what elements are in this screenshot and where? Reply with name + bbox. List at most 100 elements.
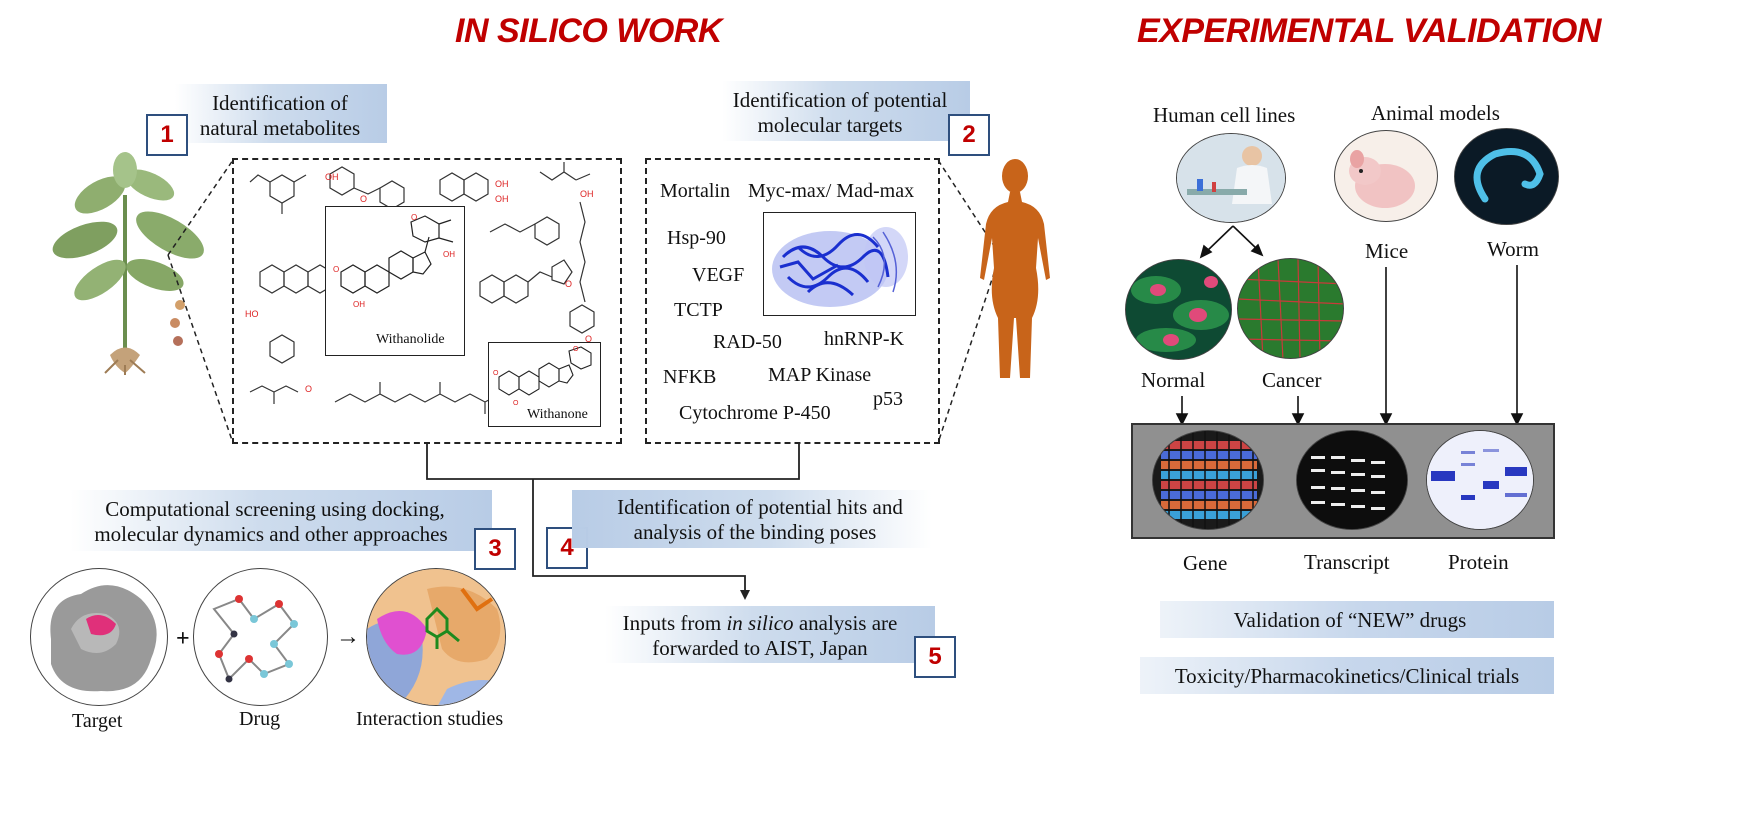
step1-line1: Identification of (212, 91, 348, 115)
step5-line1-pre: Inputs from (622, 611, 727, 635)
protein-ribbon (772, 227, 908, 307)
target-protein-circle (30, 568, 168, 706)
withanone-structure: O O O (493, 346, 592, 407)
target-label: Target (72, 710, 123, 732)
target-map-kinase: MAP Kinase (768, 364, 872, 386)
step5-line1-em: in silico (726, 611, 794, 635)
transcript-label: Transcript (1304, 550, 1390, 574)
cancer-cells-circle (1237, 258, 1344, 359)
svg-text:O: O (411, 213, 417, 222)
gene-label: Gene (1183, 551, 1228, 575)
screening-arrow: → (336, 624, 360, 650)
plant-icon (52, 152, 204, 375)
cancer-cells-image (1238, 259, 1343, 358)
gene-array-image (1153, 431, 1263, 529)
protein-gel-image (1427, 431, 1533, 529)
svg-text:O: O (360, 194, 367, 204)
svg-text:O: O (333, 265, 339, 274)
step5-badge: 5 (914, 636, 956, 678)
mice-label: Mice (1365, 239, 1409, 263)
step5-line2: forwarded to AIST, Japan (652, 636, 868, 660)
normal-cells-image (1126, 260, 1231, 359)
step1-line2: natural metabolites (199, 116, 361, 140)
target-hnrnpk: hnRNP-K (824, 328, 905, 350)
withanolide-label: Withanolide (376, 332, 445, 347)
step4-band (572, 490, 932, 548)
targets-box (645, 158, 940, 444)
experimental-title: EXPERIMENTAL VALIDATION (1137, 12, 1601, 50)
drug-circle (193, 568, 328, 706)
step3-line1: Computational screening using docking, (105, 497, 445, 521)
withanolide-structure: O OH O OH (333, 213, 455, 309)
step5-line1: Inputs from in silico analysis are (600, 610, 920, 637)
mouse-icon (1349, 150, 1415, 208)
step2-line2: molecular targets (757, 113, 903, 137)
drug-molecule (212, 595, 298, 683)
lab-scientist (1177, 134, 1285, 222)
step3-band (70, 490, 492, 551)
step5-band (605, 606, 935, 663)
step2-band (722, 81, 970, 141)
protein-structure-inset (763, 212, 916, 316)
step4-line1: Identification of potential hits and (617, 495, 903, 519)
animal-models-label: Animal models (1371, 101, 1500, 125)
human-silhouette (980, 159, 1050, 378)
target-surface (50, 585, 157, 692)
target-mortalin: Mortalin (660, 180, 730, 202)
target-tctp: TCTP (674, 299, 723, 321)
validation-new-label: Validation of “NEW” drugs (1233, 608, 1467, 632)
svg-text:O: O (565, 279, 572, 289)
toxicity-label: Toxicity/Pharmacokinetics/Clinical trial… (1174, 664, 1520, 688)
drug-label: Drug (239, 708, 281, 730)
protein-label: Protein (1448, 550, 1509, 574)
worm-icon (1455, 129, 1558, 224)
interaction-complex (367, 569, 505, 705)
protein-gel-circle (1426, 430, 1534, 530)
worm-photo-circle (1454, 128, 1559, 225)
normal-label: Normal (1141, 368, 1206, 392)
interaction-label: Interaction studies (356, 708, 504, 730)
svg-text:O: O (585, 334, 592, 344)
target-cytochrome: Cytochrome P-450 (679, 402, 831, 424)
toxicity-band (1140, 657, 1554, 694)
step1-band (175, 84, 387, 143)
svg-text:OH: OH (325, 172, 339, 182)
human-cells-label: Human cell lines (1153, 103, 1296, 127)
person-icon (980, 159, 1050, 378)
svg-text:O: O (573, 346, 579, 353)
withanone-inset: O O O Withanone (488, 342, 601, 427)
svg-text:HO: HO (245, 309, 259, 319)
step3-line2: molecular dynamics and other approaches (94, 522, 448, 546)
step2-badge: 2 (948, 114, 990, 156)
withanone-label: Withanone (527, 407, 588, 422)
step5-line1-post: analysis are (793, 611, 898, 635)
in-silico-title: IN SILICO WORK (455, 12, 722, 50)
worm-label: Worm (1487, 237, 1539, 261)
svg-text:OH: OH (580, 189, 594, 199)
metabolites-box (232, 158, 622, 444)
target-vegf: VEGF (692, 264, 745, 286)
lab-photo-circle (1176, 133, 1286, 223)
svg-text:OH: OH (495, 179, 509, 189)
step4-line2: analysis of the binding poses (633, 520, 877, 544)
transcript-gel-circle (1296, 430, 1408, 530)
target-rad50: RAD-50 (713, 331, 782, 353)
mouse-photo-circle (1334, 130, 1438, 222)
plant-illustration (52, 152, 204, 375)
step2-line1: Identification of potential (732, 88, 948, 112)
svg-text:O: O (513, 400, 519, 407)
withanolide-inset: O OH O OH Withanolide (325, 206, 465, 356)
step1-badge: 1 (146, 114, 188, 156)
validation-band (1160, 601, 1554, 638)
target-nfkb: NFKB (663, 366, 717, 388)
svg-text:OH: OH (495, 194, 509, 204)
target-hsp90: Hsp-90 (667, 227, 726, 249)
svg-text:OH: OH (353, 300, 365, 309)
normal-cells-circle (1125, 259, 1232, 360)
gene-array-circle (1152, 430, 1264, 530)
target-p53: p53 (873, 388, 903, 410)
target-myc-max: Myc-max/ Mad-max (748, 180, 915, 202)
transcript-gel-image (1297, 431, 1407, 529)
